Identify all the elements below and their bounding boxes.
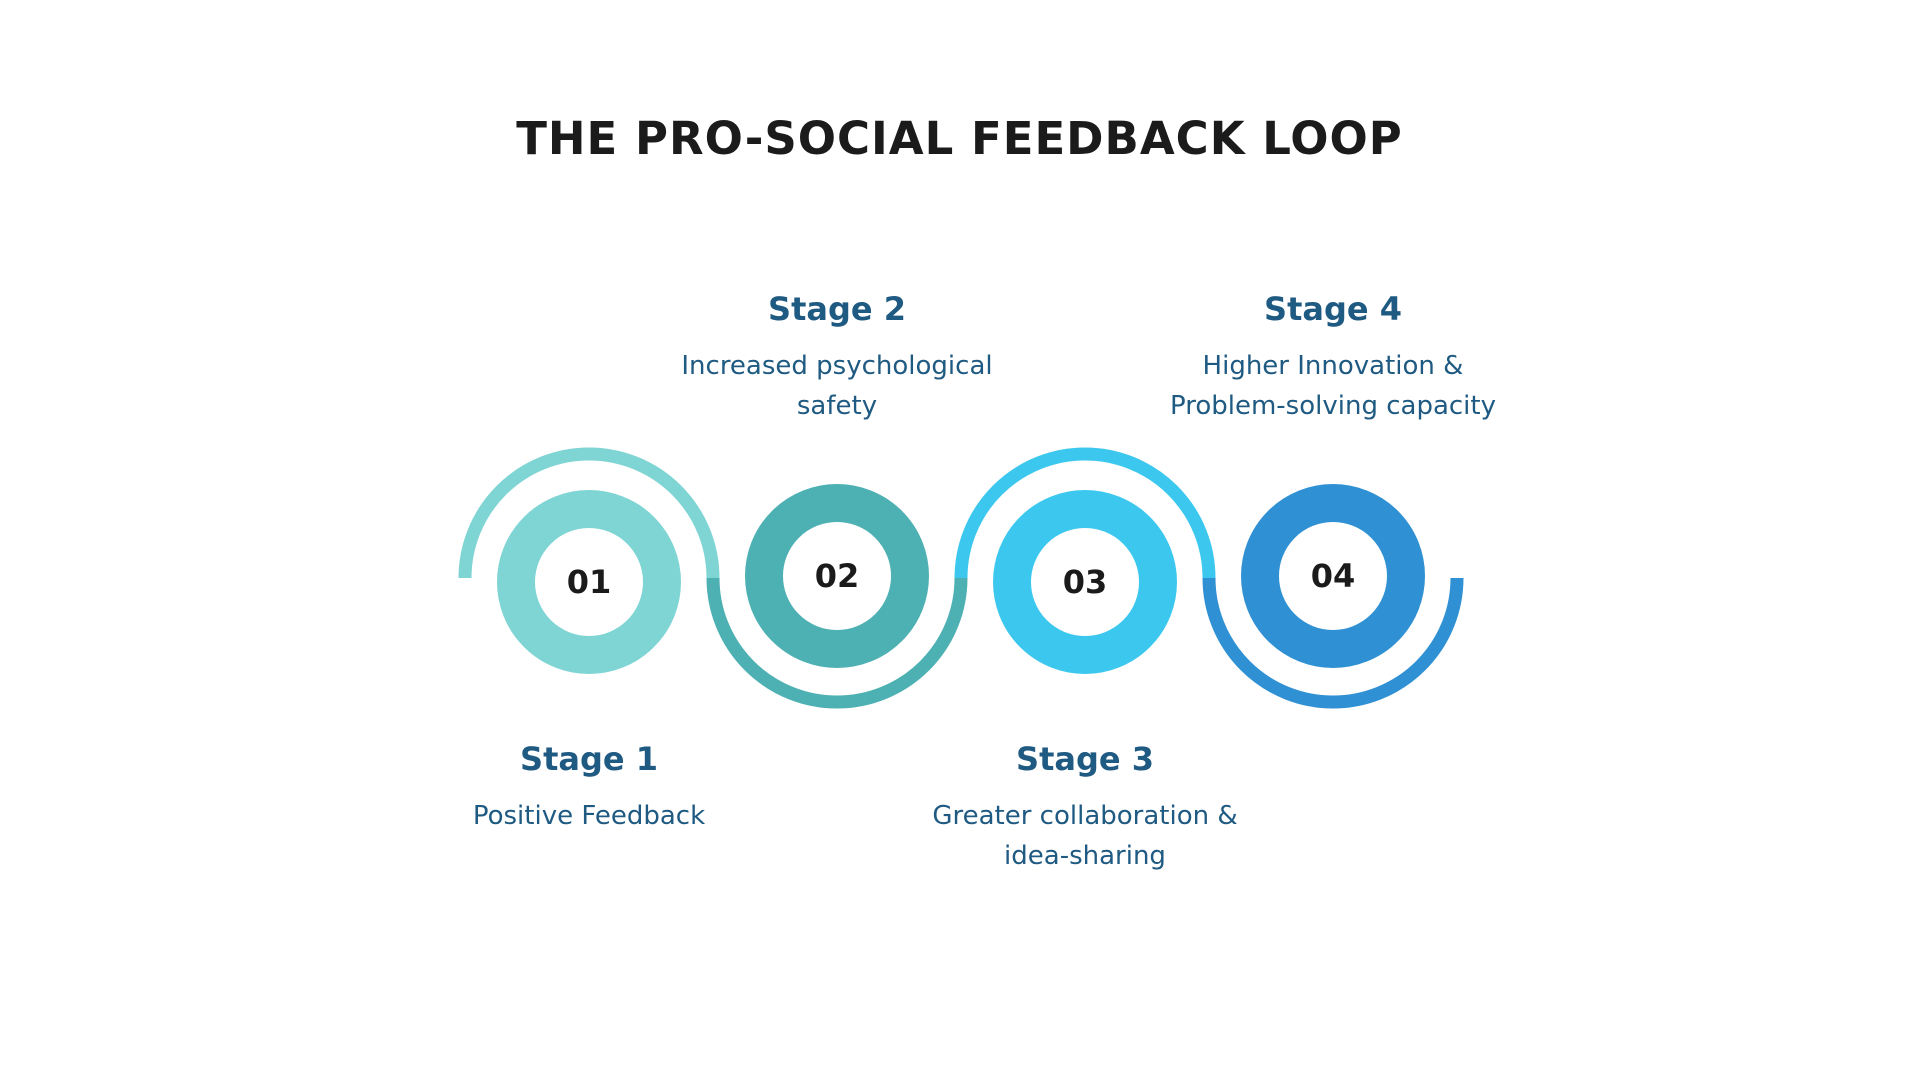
- diagram-title: THE PRO-SOCIAL FEEDBACK LOOP: [516, 112, 1403, 165]
- stage-1-block: Stage 1 Positive Feedback: [379, 740, 799, 836]
- stage-4-ring: [1241, 484, 1425, 668]
- stage-1-description: Positive Feedback: [379, 796, 799, 836]
- stage-3-desc-line: idea-sharing: [1004, 841, 1166, 871]
- stage-2-description: Increased psychological safety: [627, 346, 1047, 426]
- stage-4-desc-line: Problem-solving capacity: [1170, 391, 1496, 421]
- stage-2-block: Stage 2 Increased psychological safety: [627, 290, 1047, 426]
- stage-4-block: Stage 4 Higher Innovation & Problem-solv…: [1123, 290, 1543, 426]
- stage-2-number: 02: [815, 557, 860, 595]
- stage-4-number: 04: [1311, 557, 1356, 595]
- stage-4-desc-line: Higher Innovation &: [1202, 351, 1464, 381]
- stage-3-ring: [993, 490, 1177, 674]
- stage-4-description: Higher Innovation & Problem-solving capa…: [1123, 346, 1543, 426]
- stage-2-arc: [706, 577, 968, 709]
- stage-2-ring: [745, 484, 929, 668]
- stage-3-desc-line: Greater collaboration &: [932, 801, 1238, 831]
- stage-3-arc: [954, 447, 1216, 579]
- stage-3-number: 03: [1063, 563, 1108, 601]
- stage-1-title: Stage 1: [520, 740, 658, 778]
- stage-3-block: Stage 3 Greater collaboration & idea-sha…: [875, 740, 1295, 876]
- stage-3-title: Stage 3: [1016, 740, 1154, 778]
- stage-1-ring: [497, 490, 681, 674]
- stage-4-title: Stage 4: [1264, 290, 1402, 328]
- stage-2-desc-line: Increased psychological: [681, 351, 993, 381]
- stage-1-number: 01: [567, 563, 612, 601]
- stage-1-arc: [458, 447, 720, 579]
- stage-4-arc: [1202, 577, 1464, 709]
- stage-3-description: Greater collaboration & idea-sharing: [875, 796, 1295, 876]
- stage-1-desc-line: Positive Feedback: [472, 801, 706, 831]
- stage-2-desc-line: safety: [796, 391, 878, 421]
- stage-2-title: Stage 2: [768, 290, 906, 328]
